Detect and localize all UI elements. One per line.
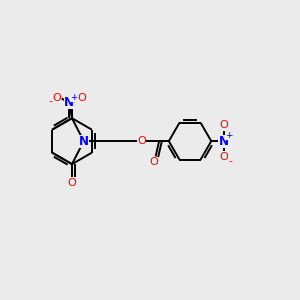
Text: O: O (150, 157, 158, 167)
Text: O: O (68, 95, 76, 105)
Text: -: - (48, 96, 52, 106)
Text: -: - (228, 156, 232, 166)
Text: O: O (68, 178, 76, 188)
Text: N: N (79, 135, 89, 148)
Text: +: + (225, 131, 233, 140)
Text: O: O (77, 94, 86, 103)
Text: O: O (137, 136, 146, 146)
Text: N: N (219, 135, 229, 148)
Text: O: O (219, 120, 228, 130)
Text: +: + (70, 93, 78, 102)
Text: O: O (52, 94, 61, 103)
Text: N: N (64, 96, 74, 110)
Text: O: O (219, 152, 228, 162)
